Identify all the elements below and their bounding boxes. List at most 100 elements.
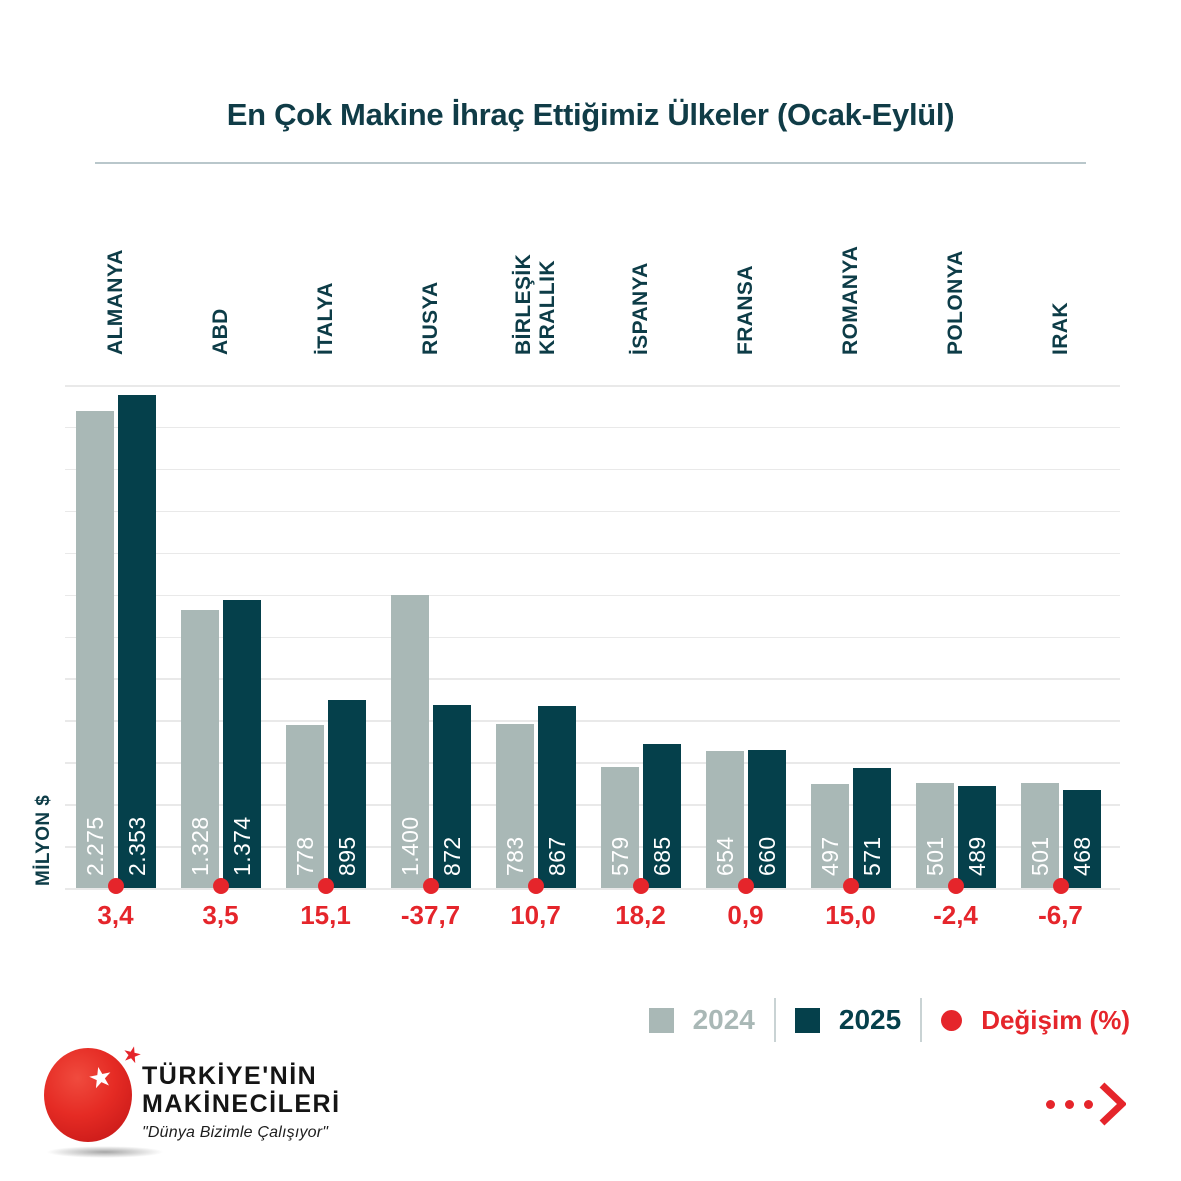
bar-value-2025: 895 <box>333 836 359 876</box>
category-label: BİRLEŞİK KRALLIK <box>511 253 559 355</box>
category-label: İSPANYA <box>628 262 652 355</box>
gridline <box>65 678 1120 680</box>
bar-value-2024: 654 <box>711 836 737 876</box>
change-dot <box>527 878 544 894</box>
category-label: ALMANYA <box>103 249 127 355</box>
category-label: ABD <box>208 308 232 355</box>
legend-divider <box>920 998 923 1042</box>
bar-value-2024: 501 <box>921 836 947 876</box>
logo-red-sphere-icon <box>44 1048 132 1142</box>
gridline <box>65 762 1120 764</box>
gridline <box>65 888 1120 890</box>
change-label: -37,7 <box>400 900 461 930</box>
change-dot <box>212 878 229 894</box>
bar-value-2024: 501 <box>1026 836 1052 876</box>
brand-text: TÜRKİYE'NİN MAKİNECİLERİ "Dünya Bizimle … <box>142 1062 341 1142</box>
bar-2024 <box>495 723 534 888</box>
bar-2024 <box>1020 782 1059 888</box>
bar-value-2025: 1.374 <box>228 816 254 876</box>
change-label: 15,0 <box>825 900 876 930</box>
bar-value-2024: 2.275 <box>81 816 107 876</box>
legend-swatch-2024 <box>648 1007 674 1033</box>
bar-2025 <box>957 785 996 888</box>
brand-name-line2: MAKİNECİLERİ <box>142 1090 341 1118</box>
bar-value-2024: 579 <box>606 836 632 876</box>
bar-2025 <box>432 705 471 888</box>
gridline <box>65 385 1120 387</box>
bar-2025 <box>1062 789 1101 888</box>
chevron-right-icon <box>1099 1082 1126 1126</box>
change-label: 10,7 <box>510 900 561 930</box>
bar-value-2024: 783 <box>501 836 527 876</box>
gridline <box>65 636 1120 638</box>
legend-label-change: Değişim (%) <box>981 1004 1130 1035</box>
bar-value-2025: 468 <box>1068 836 1094 876</box>
bar-value-2024: 778 <box>291 836 317 876</box>
y-axis-label: MİLYON $ <box>33 794 54 886</box>
next-arrow-button[interactable] <box>1046 1082 1126 1126</box>
gridline <box>65 804 1120 806</box>
change-dot <box>842 878 859 894</box>
bar-2025 <box>537 706 576 888</box>
category-label: İTALYA <box>313 282 337 355</box>
change-dot <box>632 878 649 894</box>
legend-label-2025: 2025 <box>838 1004 902 1035</box>
gridline <box>65 720 1120 722</box>
bar-2025 <box>852 768 891 888</box>
gridline <box>65 594 1120 597</box>
bar-value-2025: 489 <box>963 836 989 876</box>
title-divider <box>95 162 1086 164</box>
gridline <box>65 510 1120 513</box>
bar-value-2025: 660 <box>753 836 779 876</box>
bar-value-2025: 685 <box>648 836 674 876</box>
category-label: IRAK <box>1048 302 1072 355</box>
legend-swatch-2025 <box>794 1007 820 1033</box>
bar-2024 <box>180 609 219 888</box>
bar-2025 <box>327 700 366 888</box>
bar-2024 <box>810 783 849 888</box>
ellipsis-dots-icon <box>1046 1100 1093 1109</box>
bar-2025 <box>117 394 156 888</box>
change-dot <box>107 878 124 894</box>
gridline <box>65 846 1120 848</box>
category-label: POLONYA <box>943 250 967 355</box>
change-label: 18,2 <box>615 900 666 930</box>
bar-value-2025: 867 <box>543 836 569 876</box>
change-dot <box>317 878 334 894</box>
bar-value-2025: 571 <box>858 836 884 876</box>
legend-change-dot-icon <box>941 1009 963 1031</box>
legend: 2024 2025 Değişim (%) <box>648 997 1130 1043</box>
bar-2024 <box>705 750 744 888</box>
category-label: FRANSA <box>733 265 757 355</box>
change-dot <box>422 878 439 894</box>
bar-2025 <box>222 600 261 888</box>
bar-2024 <box>915 782 954 888</box>
bar-2024 <box>600 766 639 888</box>
bar-value-2024: 1.328 <box>186 816 212 876</box>
change-label: 3,4 <box>97 900 134 930</box>
gridline <box>65 468 1120 471</box>
change-label: 15,1 <box>300 900 351 930</box>
change-dot <box>947 878 964 894</box>
brand-tagline: "Dünya Bizimle Çalışıyor" <box>142 1124 329 1141</box>
bar-2024 <box>390 594 429 888</box>
bar-value-2024: 1.400 <box>396 816 422 876</box>
logo-shadow <box>46 1146 164 1158</box>
category-label: ROMANYA <box>838 245 862 355</box>
bar-2024 <box>75 411 114 888</box>
change-dot <box>737 878 754 894</box>
gridline <box>65 426 1120 429</box>
change-dot <box>1052 878 1069 894</box>
change-label: -2,4 <box>933 900 978 930</box>
bar-2025 <box>642 744 681 888</box>
bar-2025 <box>747 749 786 888</box>
category-label: RUSYA <box>418 281 442 355</box>
gridline <box>65 552 1120 555</box>
change-label: 3,5 <box>202 900 239 930</box>
bar-value-2025: 2.353 <box>123 816 149 876</box>
legend-label-2024: 2024 <box>692 1004 755 1035</box>
change-label: -6,7 <box>1038 900 1083 930</box>
bar-2024 <box>285 724 324 888</box>
brand-logo: ★ ★ TÜRKİYE'NİN MAKİNECİLERİ "Dünya Bizi… <box>40 1040 370 1167</box>
